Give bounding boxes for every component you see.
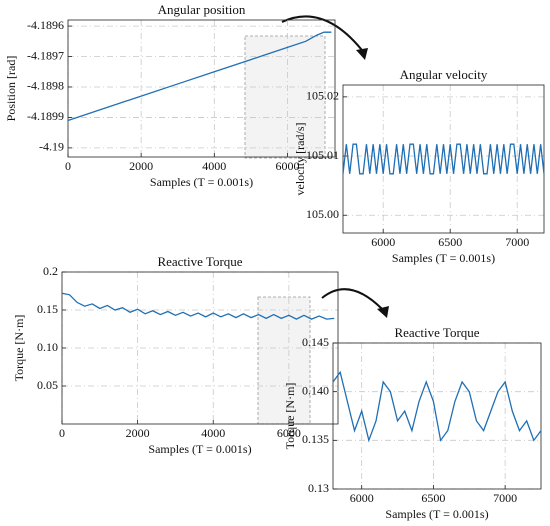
x-tick-label: 7000	[505, 235, 529, 249]
x-tick-label: 4000	[201, 426, 225, 440]
y-tick-label: 0.140	[302, 383, 329, 397]
y-tick-label: 105.02	[306, 89, 339, 103]
x-tick-label: 0	[65, 159, 71, 173]
chart-title: Reactive Torque	[157, 254, 242, 269]
x-tick-label: 0	[59, 426, 65, 440]
arrow-head	[356, 48, 368, 60]
y-tick-label: 0.145	[302, 335, 329, 349]
axes-frame	[61, 271, 339, 425]
x-tick-label: 6500	[438, 235, 462, 249]
chart: 0 2000 4000 6000 0.05 0.10 0.15 0.2 Reactive Tor…	[12, 254, 339, 456]
chart-title: Angular position	[158, 2, 246, 17]
data-line	[67, 31, 332, 122]
chart: 6000 6500 7000 0.13 0.135 0.140 0.145 Reactive …	[283, 325, 542, 521]
y-axis-label: velocity [rad/s]	[293, 123, 307, 196]
y-tick-label: 0.05	[37, 378, 58, 392]
plot-area	[343, 85, 544, 233]
x-tick-label: 6000	[277, 426, 301, 440]
y-axis-label: Torque [N·m]	[12, 315, 26, 382]
x-tick-label: 6500	[421, 491, 445, 505]
chart: 0 2000 4000 6000 -4.19 -4.1899 -4.1898 -4.1897 -…	[4, 2, 336, 189]
axes-frame	[342, 84, 545, 234]
y-tick-label: 105.01	[306, 148, 339, 162]
x-tick-label: 2000	[129, 159, 153, 173]
chart-title: Angular velocity	[400, 67, 488, 82]
plot-area	[333, 343, 541, 489]
x-axis-label: Samples (T = 0.001s)	[150, 175, 253, 189]
x-tick-label: 2000	[126, 426, 150, 440]
x-axis-label: Samples (T = 0.001s)	[148, 442, 251, 456]
y-tick-label: 0.135	[302, 432, 329, 446]
x-tick-label: 6000	[275, 159, 299, 173]
y-tick-label: 0.13	[308, 481, 329, 495]
y-tick-label: -4.1897	[27, 48, 64, 62]
axes-frame	[67, 19, 336, 158]
data-line	[61, 292, 335, 320]
y-tick-label: 0.2	[43, 264, 58, 278]
y-tick-label: 0.10	[37, 340, 58, 354]
arrow-head	[377, 306, 389, 318]
y-tick-label: 105.00	[306, 207, 339, 221]
x-axis-label: Samples (T = 0.001s)	[392, 251, 495, 265]
y-axis-label: Position [rad]	[4, 56, 18, 122]
x-tick-label: 4000	[202, 159, 226, 173]
y-tick-label: -4.1896	[27, 18, 64, 32]
zoom-arrow	[321, 288, 386, 313]
data-line	[342, 143, 545, 175]
axes-frame	[332, 342, 542, 490]
x-tick-label: 6000	[350, 491, 374, 505]
chart: 6000 6500 7000 105.00 105.01 105.02 Angular ve…	[293, 67, 545, 265]
y-tick-label: -4.1899	[27, 109, 64, 123]
chart-title: Reactive Torque	[394, 325, 479, 340]
x-axis-label: Samples (T = 0.001s)	[385, 507, 488, 521]
y-axis-label: Torque [N·m]	[283, 383, 297, 450]
y-tick-label: 0.15	[37, 302, 58, 316]
x-tick-label: 6000	[371, 235, 395, 249]
data-line	[332, 370, 542, 443]
y-tick-label: -4.19	[39, 140, 64, 154]
x-tick-label: 7000	[493, 491, 517, 505]
y-tick-label: -4.1898	[27, 79, 64, 93]
